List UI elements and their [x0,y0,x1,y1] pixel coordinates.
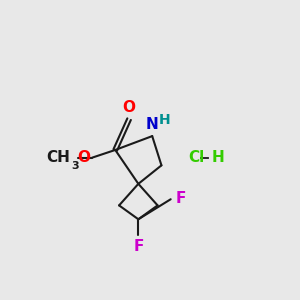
Text: O: O [123,100,136,115]
Text: N: N [146,117,159,132]
Text: CH: CH [47,150,70,165]
Text: H: H [159,113,171,127]
Text: F: F [175,191,186,206]
Text: Cl: Cl [188,150,205,165]
Text: H: H [212,150,224,165]
Text: F: F [133,239,143,254]
Text: 3: 3 [71,161,79,171]
Text: O: O [77,150,90,165]
